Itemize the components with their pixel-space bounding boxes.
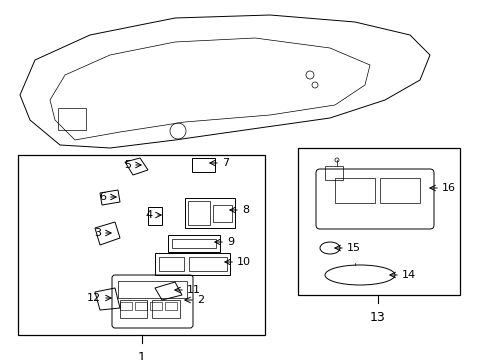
Bar	[120, 300, 147, 318]
Bar	[152, 300, 180, 318]
Text: 12: 12	[87, 293, 101, 303]
Bar	[187, 201, 209, 225]
Bar	[168, 235, 220, 252]
Bar	[213, 205, 231, 222]
Text: 13: 13	[369, 311, 385, 324]
Bar	[18, 155, 264, 335]
Bar	[135, 302, 147, 310]
Bar	[189, 257, 226, 271]
Text: 11: 11	[186, 285, 201, 295]
Bar	[192, 158, 215, 172]
Bar	[334, 178, 374, 203]
Text: 14: 14	[401, 270, 415, 280]
Bar	[184, 198, 235, 228]
Bar	[164, 302, 177, 310]
Text: 4: 4	[145, 210, 153, 220]
Text: 1: 1	[138, 351, 145, 360]
Bar	[118, 281, 186, 298]
Bar	[325, 166, 342, 180]
Bar	[148, 207, 162, 225]
Text: 6: 6	[99, 192, 106, 202]
Text: 10: 10	[237, 257, 250, 267]
Bar	[297, 148, 459, 295]
Bar	[150, 302, 162, 310]
Text: 7: 7	[222, 158, 229, 168]
Text: 16: 16	[441, 183, 455, 193]
Bar	[155, 253, 229, 275]
Bar	[172, 239, 216, 248]
Bar	[58, 108, 86, 130]
Text: 3: 3	[94, 228, 101, 238]
Text: 9: 9	[226, 237, 234, 247]
Text: 2: 2	[197, 295, 203, 305]
Text: 5: 5	[124, 160, 131, 170]
Bar	[120, 302, 132, 310]
Text: 8: 8	[242, 205, 248, 215]
Bar	[159, 257, 183, 271]
Bar	[379, 178, 419, 203]
Text: 15: 15	[346, 243, 360, 253]
